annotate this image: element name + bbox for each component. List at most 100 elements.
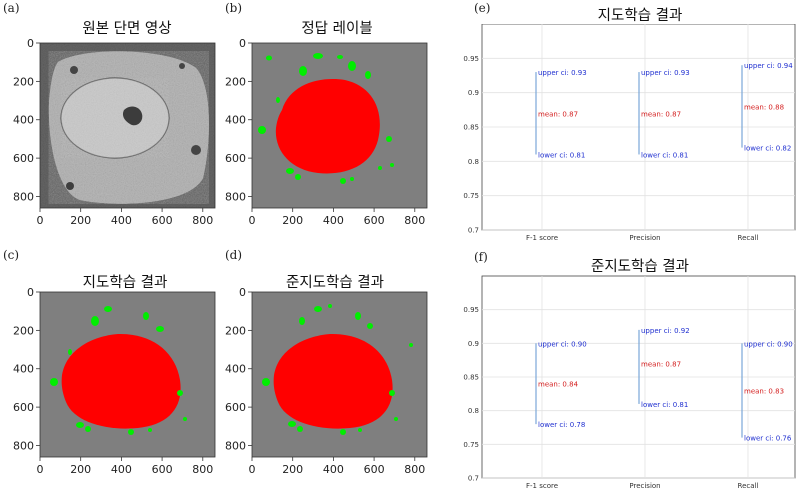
panel-c-ytick-label: 200 bbox=[13, 324, 34, 337]
panel-d-xtick-label: 0 bbox=[249, 463, 256, 476]
category-label: Precision bbox=[629, 482, 660, 490]
panel-f-label: (f) bbox=[474, 250, 488, 264]
panel-a-xtick-label: 200 bbox=[70, 214, 91, 227]
upper-ci-label: upper ci: 0.90 bbox=[744, 340, 793, 348]
panel-d-xtick-label: 600 bbox=[364, 463, 385, 476]
ytick-label: 0.75 bbox=[463, 192, 479, 200]
panel-f-title: 준지도학습 결과 bbox=[591, 259, 689, 275]
lower-ci-label: lower ci: 0.78 bbox=[538, 421, 585, 429]
panel-b-xtick-label: 0 bbox=[249, 214, 256, 227]
panel-a-ytick-label: 600 bbox=[13, 152, 34, 165]
semi-supervised-result-image bbox=[252, 292, 427, 457]
panel-c-label: (c) bbox=[3, 248, 20, 262]
panel-b-xtick-label: 200 bbox=[282, 214, 303, 227]
panel-c-xtick-label: 400 bbox=[111, 463, 132, 476]
panel-c-xtick-label: 0 bbox=[37, 463, 44, 476]
lower-ci-label: lower ci: 0.81 bbox=[641, 401, 688, 409]
panel-b-label: (b) bbox=[225, 1, 243, 15]
panel-e-title: 지도학습 결과 bbox=[597, 8, 683, 24]
panel-c-ytick-label: 400 bbox=[13, 363, 34, 376]
panel-a-ytick-label: 800 bbox=[13, 190, 34, 203]
lower-ci-label: lower ci: 0.76 bbox=[744, 435, 792, 443]
ytick-label: 0.9 bbox=[468, 340, 479, 348]
category-label: Recall bbox=[738, 482, 759, 490]
ytick-label: 0.95 bbox=[463, 55, 479, 63]
mean-label: mean: 0.83 bbox=[744, 387, 784, 395]
chart-f: 0.7 0.75 0.8 0.85 0.9 0.95 F-1 score Precision R… bbox=[463, 275, 796, 490]
lower-ci-label: lower ci: 0.82 bbox=[744, 145, 791, 153]
ytick-label: 0.75 bbox=[463, 441, 479, 449]
panel-a-xtick-label: 400 bbox=[111, 214, 132, 227]
mean-label: mean: 0.87 bbox=[641, 361, 681, 369]
panel-d-xtick-label: 200 bbox=[282, 463, 303, 476]
panel-a-xtick-label: 0 bbox=[37, 214, 44, 227]
panel-b-xtick-label: 800 bbox=[404, 214, 425, 227]
panel-b-xtick-label: 400 bbox=[323, 214, 344, 227]
upper-ci-label: upper ci: 0.94 bbox=[744, 62, 793, 70]
panel-d-ytick-label: 200 bbox=[225, 324, 246, 337]
upper-ci-label: upper ci: 0.93 bbox=[538, 69, 587, 77]
category-label: F-1 score bbox=[526, 234, 558, 242]
panel-a-title: 원본 단면 영상 bbox=[82, 21, 172, 37]
upper-ci-label: upper ci: 0.93 bbox=[641, 69, 690, 77]
panel-b-title: 정답 레이블 bbox=[301, 21, 373, 37]
panel-a-label: (a) bbox=[3, 1, 20, 15]
panel-b-ytick-label: 800 bbox=[225, 190, 246, 203]
ytick-label: 0.95 bbox=[463, 306, 479, 314]
panel-d-ytick-label: 800 bbox=[225, 439, 246, 452]
mean-label: mean: 0.87 bbox=[641, 110, 681, 118]
ground-truth-image bbox=[252, 43, 427, 208]
mean-label: mean: 0.84 bbox=[538, 381, 579, 389]
panel-a-ytick-label: 0 bbox=[27, 37, 34, 50]
panel-d-xtick-label: 800 bbox=[404, 463, 425, 476]
ytick-label: 0.7 bbox=[468, 227, 479, 235]
panel-d-frame bbox=[251, 291, 428, 458]
panel-c-xtick-label: 200 bbox=[70, 463, 91, 476]
panel-d-ytick-label: 0 bbox=[239, 286, 246, 299]
panel-c-ytick-label: 800 bbox=[13, 439, 34, 452]
panel-b-ytick-label: 0 bbox=[239, 37, 246, 50]
panel-b-ytick-label: 200 bbox=[225, 75, 246, 88]
panel-c-xtick-label: 600 bbox=[152, 463, 173, 476]
category-label: F-1 score bbox=[526, 482, 558, 490]
panel-c-ytick-label: 600 bbox=[13, 401, 34, 414]
panel-a-xtick-label: 600 bbox=[152, 214, 173, 227]
panel-d-title: 준지도학습 결과 bbox=[286, 275, 384, 291]
micrograph-image bbox=[40, 43, 215, 208]
panel-a-xtick-label: 800 bbox=[192, 214, 213, 227]
lower-ci-label: lower ci: 0.81 bbox=[641, 151, 688, 159]
ytick-label: 0.9 bbox=[468, 89, 479, 97]
mean-label: mean: 0.87 bbox=[538, 110, 578, 118]
panel-c-xtick-label: 800 bbox=[192, 463, 213, 476]
ytick-label: 0.85 bbox=[463, 124, 479, 132]
lower-ci-label: lower ci: 0.81 bbox=[538, 151, 585, 159]
panel-c-title: 지도학습 결과 bbox=[82, 275, 168, 291]
panel-a-ytick-label: 200 bbox=[13, 75, 34, 88]
panel-c-frame bbox=[39, 291, 216, 458]
panel-c-ytick-label: 0 bbox=[27, 286, 34, 299]
upper-ci-label: upper ci: 0.92 bbox=[641, 327, 690, 335]
upper-ci-label: upper ci: 0.90 bbox=[538, 340, 587, 348]
panel-b-ytick-label: 400 bbox=[225, 114, 246, 127]
mean-label: mean: 0.88 bbox=[744, 103, 784, 111]
panel-b-xtick-label: 600 bbox=[364, 214, 385, 227]
category-label: Recall bbox=[738, 234, 759, 242]
panel-d-ytick-label: 600 bbox=[225, 401, 246, 414]
ytick-label: 0.8 bbox=[468, 158, 479, 166]
panel-d-xtick-label: 400 bbox=[323, 463, 344, 476]
panel-d-ytick-label: 400 bbox=[225, 363, 246, 376]
panel-a-frame bbox=[39, 42, 216, 209]
panel-a-ytick-label: 400 bbox=[13, 114, 34, 127]
ytick-label: 0.7 bbox=[468, 475, 479, 483]
panel-d-label: (d) bbox=[225, 248, 243, 262]
panel-b-ytick-label: 600 bbox=[225, 152, 246, 165]
ytick-label: 0.85 bbox=[463, 374, 479, 382]
panel-e-label: (e) bbox=[474, 1, 491, 15]
panel-b-frame bbox=[251, 42, 428, 209]
supervised-result-image bbox=[40, 292, 215, 457]
chart-e: 0.7 0.75 0.8 0.85 0.9 0.95 F-1 score Precision R… bbox=[463, 24, 796, 242]
ytick-label: 0.8 bbox=[468, 407, 479, 415]
category-label: Precision bbox=[629, 234, 660, 242]
